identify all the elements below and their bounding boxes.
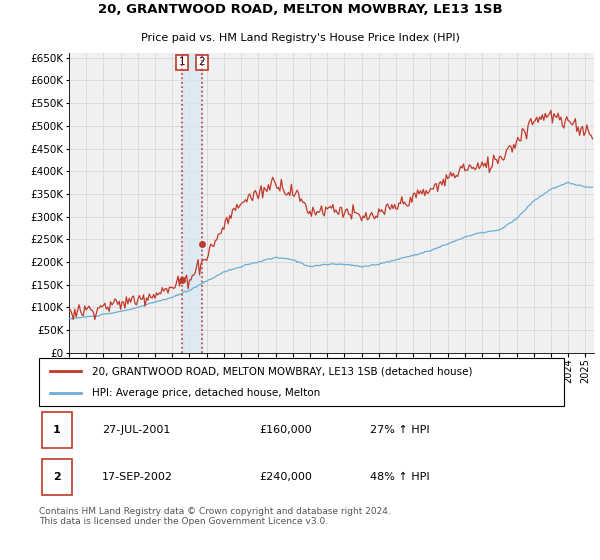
Text: 20, GRANTWOOD ROAD, MELTON MOWBRAY, LE13 1SB: 20, GRANTWOOD ROAD, MELTON MOWBRAY, LE13…	[98, 3, 502, 16]
Text: 27% ↑ HPI: 27% ↑ HPI	[370, 424, 430, 435]
FancyBboxPatch shape	[39, 358, 564, 406]
Text: £240,000: £240,000	[260, 472, 313, 482]
Text: 1: 1	[179, 57, 185, 67]
Text: 17-SEP-2002: 17-SEP-2002	[102, 472, 173, 482]
Text: HPI: Average price, detached house, Melton: HPI: Average price, detached house, Melt…	[91, 388, 320, 398]
Text: 27-JUL-2001: 27-JUL-2001	[102, 424, 170, 435]
FancyBboxPatch shape	[41, 412, 72, 448]
Text: Price paid vs. HM Land Registry's House Price Index (HPI): Price paid vs. HM Land Registry's House …	[140, 33, 460, 43]
Text: 20, GRANTWOOD ROAD, MELTON MOWBRAY, LE13 1SB (detached house): 20, GRANTWOOD ROAD, MELTON MOWBRAY, LE13…	[91, 366, 472, 376]
Text: Contains HM Land Registry data © Crown copyright and database right 2024.
This d: Contains HM Land Registry data © Crown c…	[39, 507, 391, 526]
Text: 2: 2	[53, 472, 61, 482]
Text: 2: 2	[199, 57, 205, 67]
Text: 1: 1	[53, 424, 61, 435]
Text: £160,000: £160,000	[260, 424, 312, 435]
Bar	[182, 53, 202, 353]
Text: 48% ↑ HPI: 48% ↑ HPI	[370, 472, 430, 482]
FancyBboxPatch shape	[41, 459, 72, 496]
